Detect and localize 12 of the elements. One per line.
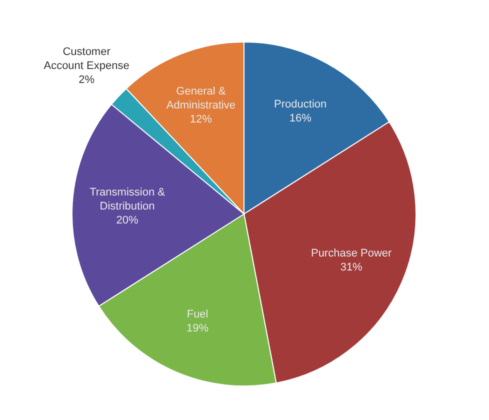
- slice-label: Fuel: [186, 308, 208, 320]
- slice-label: Purchase Power: [310, 247, 392, 260]
- data-label: 12%: [190, 113, 212, 126]
- data-label: 19%: [186, 322, 209, 334]
- slice-label: Production: [274, 98, 327, 111]
- slice-label: Transmission & Distribution: [90, 186, 166, 213]
- slice-label: General & Administrative: [166, 85, 236, 112]
- data-label: 16%: [289, 112, 312, 125]
- data-label: 2%: [78, 74, 95, 86]
- slice-label: Customer Account Expense: [44, 46, 130, 72]
- data-label: 31%: [340, 261, 363, 274]
- data-label: 20%: [116, 214, 138, 227]
